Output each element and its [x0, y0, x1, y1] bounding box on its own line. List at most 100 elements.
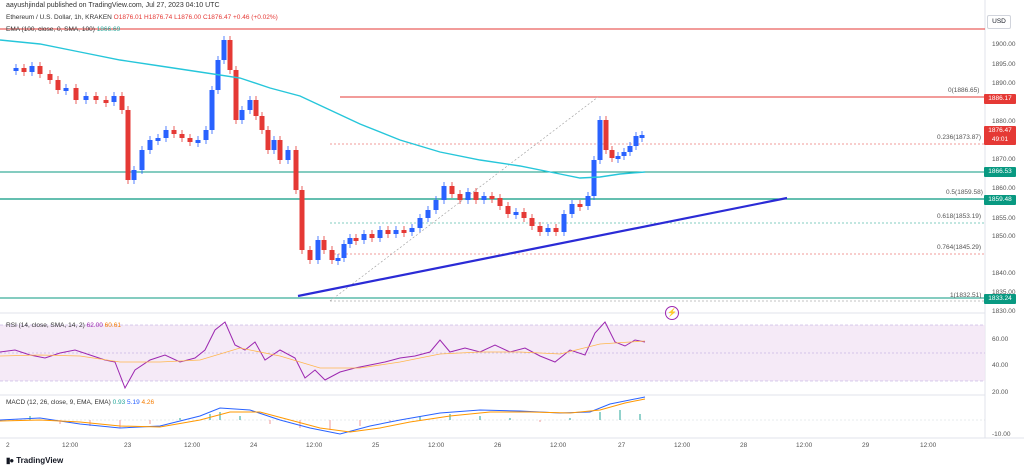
candle — [347, 238, 353, 244]
candle — [545, 228, 551, 232]
candle — [271, 140, 277, 150]
candle — [401, 230, 407, 233]
candle — [577, 204, 583, 207]
candle — [481, 196, 487, 200]
support-price-tag: 1859.48 — [984, 195, 1016, 205]
candle — [353, 238, 359, 241]
rsi-line — [0, 321, 646, 390]
time-tick: 26 — [494, 442, 502, 449]
candle — [171, 130, 177, 134]
rsi-tick: 60.00 — [992, 336, 1009, 343]
candle — [29, 66, 35, 72]
currency-button[interactable]: USD — [987, 15, 1011, 29]
price-tick: 1900.00 — [992, 41, 1016, 48]
symbol-legend: Ethereum / U.S. Dollar, 1h, KRAKEN O1876… — [6, 14, 278, 22]
bar-countdown: 49:01 — [991, 136, 1009, 143]
candle — [63, 88, 69, 91]
time-tick: 29 — [862, 442, 870, 449]
ema-legend[interactable]: EMA (100, close, 0, SMA, 100) 1866.69 — [6, 26, 120, 34]
macd-signal-value: 4.26 — [141, 399, 155, 406]
rsi-ma-value: 60.61 — [104, 322, 121, 329]
fib-label-764: 0.764(1845.29) — [937, 244, 982, 251]
candle — [259, 116, 265, 130]
price-tick: 1830.00 — [992, 308, 1016, 315]
fib-label-236: 0.236(1873.87) — [937, 134, 982, 141]
candle — [433, 200, 439, 210]
time-tick: 12:00 — [674, 442, 691, 449]
candle — [83, 96, 89, 100]
candle — [131, 170, 137, 180]
macd-value: 5.19 — [127, 399, 140, 406]
trend-line — [297, 196, 788, 298]
macd-legend[interactable]: MACD (12, 26, close, 9, EMA, EMA) 0.93 5… — [6, 399, 154, 407]
price-tick: 1835.00 — [992, 289, 1016, 296]
rsi-legend[interactable]: RSI (14, close, SMA, 14, 2) 62.00 60.61 — [6, 322, 121, 330]
candle — [393, 230, 399, 234]
candle — [163, 130, 169, 138]
candle — [203, 130, 209, 140]
ohlc-close: C1876.47 — [203, 14, 232, 21]
fib-label-0: 0(1886.65) — [948, 87, 980, 94]
symbol-name[interactable]: Ethereum / U.S. Dollar, 1h, KRAKEN — [6, 14, 112, 21]
candle — [603, 120, 609, 150]
candle — [247, 100, 253, 110]
candle — [449, 186, 455, 194]
candle — [285, 150, 291, 160]
candle — [155, 138, 161, 141]
time-tick: 12:00 — [550, 442, 567, 449]
candle — [299, 190, 305, 250]
candle — [221, 40, 227, 60]
candle — [361, 234, 367, 240]
candle — [597, 120, 603, 160]
candle — [633, 136, 639, 146]
lightning-icon[interactable]: ⚡ — [665, 306, 679, 320]
candle — [425, 210, 431, 218]
ema-price-tag: 1866.53 — [984, 167, 1016, 177]
ohlc-low: L1876.00 — [174, 14, 202, 21]
candle — [615, 156, 621, 159]
candle — [187, 138, 193, 142]
candle — [529, 218, 535, 226]
current-price: 1876.47 — [988, 127, 1012, 134]
price-tick: 1860.00 — [992, 185, 1016, 192]
candle — [609, 150, 615, 158]
time-tick: 12:00 — [796, 442, 813, 449]
candle — [139, 150, 145, 170]
tradingview-logo-icon: ▮● — [6, 456, 14, 465]
publish-header: aayushjindal published on TradingView.co… — [6, 2, 220, 9]
signal-line — [0, 398, 646, 433]
candle — [537, 226, 543, 232]
time-tick: 12:00 — [62, 442, 79, 449]
candle — [627, 146, 633, 152]
time-tick: 25 — [372, 442, 380, 449]
candle — [195, 140, 201, 143]
rsi-value: 62.00 — [86, 322, 103, 329]
candle — [13, 68, 19, 71]
candle — [341, 244, 347, 258]
ohlc-change: +0.46 (+0.02%) — [233, 14, 278, 21]
candle — [307, 250, 313, 260]
candle — [465, 192, 471, 200]
candle — [111, 96, 117, 102]
current-price-tag: 1876.47 49:01 — [984, 126, 1016, 145]
price-tick: 1870.00 — [992, 156, 1016, 163]
candle — [457, 194, 463, 200]
time-tick: 23 — [124, 442, 132, 449]
candle — [125, 110, 131, 180]
candle — [639, 135, 645, 138]
candle — [417, 218, 423, 228]
candle — [227, 40, 233, 70]
candle — [21, 68, 27, 72]
candle — [73, 88, 79, 100]
tradingview-logo[interactable]: ▮● TradingView — [6, 456, 63, 465]
price-tick: 1840.00 — [992, 270, 1016, 277]
resistance-price-tag: 1886.17 — [984, 94, 1016, 104]
candle — [239, 110, 245, 120]
candle — [265, 130, 271, 150]
candle — [277, 140, 283, 160]
time-tick: 12:00 — [306, 442, 323, 449]
candle — [489, 196, 495, 199]
brand-name: TradingView — [16, 456, 64, 465]
candle — [47, 74, 53, 80]
